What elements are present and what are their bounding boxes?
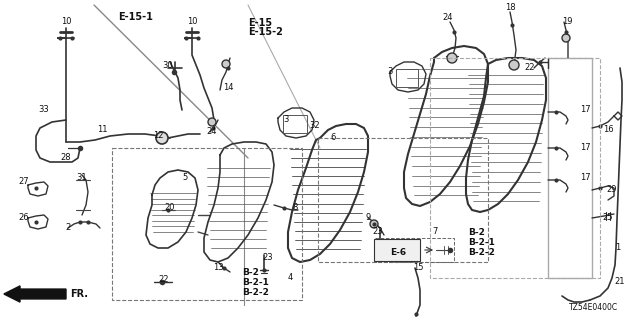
Ellipse shape bbox=[509, 60, 519, 70]
Text: 7: 7 bbox=[432, 228, 438, 236]
FancyArrow shape bbox=[4, 286, 66, 302]
Text: 17: 17 bbox=[580, 143, 590, 153]
Text: 6: 6 bbox=[330, 133, 336, 142]
Text: 23: 23 bbox=[262, 253, 273, 262]
Text: E-15-2: E-15-2 bbox=[248, 27, 283, 37]
Text: 18: 18 bbox=[505, 4, 515, 12]
Text: 22: 22 bbox=[525, 63, 535, 73]
Text: 12: 12 bbox=[153, 131, 163, 140]
Text: 1: 1 bbox=[616, 244, 621, 252]
Text: 17: 17 bbox=[580, 173, 590, 182]
Text: 11: 11 bbox=[97, 125, 108, 134]
Text: 24: 24 bbox=[443, 13, 453, 22]
Text: 10: 10 bbox=[187, 18, 197, 27]
Text: 24: 24 bbox=[207, 127, 217, 137]
Text: 16: 16 bbox=[603, 125, 613, 134]
Text: 33: 33 bbox=[38, 106, 49, 115]
Text: 19: 19 bbox=[562, 18, 572, 27]
Ellipse shape bbox=[562, 34, 570, 42]
Text: 27: 27 bbox=[19, 178, 29, 187]
Text: FR.: FR. bbox=[70, 289, 88, 299]
Text: 5: 5 bbox=[182, 173, 188, 182]
Text: 29: 29 bbox=[607, 186, 617, 195]
Text: 15: 15 bbox=[413, 263, 423, 273]
Text: E-6: E-6 bbox=[390, 248, 406, 257]
Text: B-2-2: B-2-2 bbox=[468, 248, 495, 257]
Text: 25: 25 bbox=[603, 213, 613, 222]
Text: 4: 4 bbox=[287, 274, 292, 283]
Text: B-2-1: B-2-1 bbox=[468, 238, 495, 247]
Text: 22: 22 bbox=[159, 276, 169, 284]
Text: 3: 3 bbox=[284, 116, 289, 124]
Text: 32: 32 bbox=[310, 121, 320, 130]
FancyBboxPatch shape bbox=[374, 239, 420, 261]
Text: 28: 28 bbox=[61, 154, 71, 163]
Ellipse shape bbox=[208, 118, 216, 126]
Text: 13: 13 bbox=[212, 263, 223, 273]
Ellipse shape bbox=[156, 132, 168, 144]
Ellipse shape bbox=[370, 220, 378, 228]
Text: 9: 9 bbox=[365, 213, 371, 222]
Text: 21: 21 bbox=[615, 277, 625, 286]
Text: B-2: B-2 bbox=[242, 268, 259, 277]
Text: 14: 14 bbox=[223, 84, 233, 92]
Ellipse shape bbox=[447, 53, 457, 63]
Text: B-2: B-2 bbox=[468, 228, 485, 237]
Text: B-2-2: B-2-2 bbox=[242, 288, 269, 297]
Text: 8: 8 bbox=[292, 204, 298, 212]
Ellipse shape bbox=[222, 60, 230, 68]
Text: 31: 31 bbox=[77, 173, 87, 182]
Text: TZ54E0400C: TZ54E0400C bbox=[570, 303, 619, 313]
Text: 30: 30 bbox=[163, 60, 173, 69]
Text: 3: 3 bbox=[387, 68, 393, 76]
Text: E-15: E-15 bbox=[248, 18, 272, 28]
Text: E-15-1: E-15-1 bbox=[118, 12, 153, 22]
Text: B-2-1: B-2-1 bbox=[242, 278, 269, 287]
Text: 23: 23 bbox=[372, 228, 383, 236]
Text: 17: 17 bbox=[580, 106, 590, 115]
Text: 2: 2 bbox=[65, 223, 70, 233]
Text: 20: 20 bbox=[164, 204, 175, 212]
Text: 26: 26 bbox=[19, 213, 29, 222]
Text: 10: 10 bbox=[61, 18, 71, 27]
